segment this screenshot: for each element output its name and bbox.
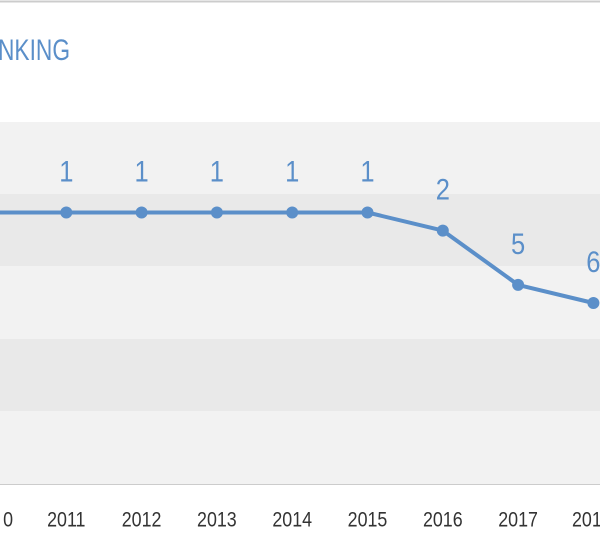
value-label: 1 [135, 154, 149, 187]
point [361, 206, 374, 219]
chart-title: NKING [0, 34, 70, 67]
value-label: 2 [436, 173, 450, 206]
point [60, 206, 73, 219]
value-label: 1 [285, 154, 299, 187]
value-label: 1 [360, 154, 374, 187]
x-tick-label: 2013 [197, 508, 237, 532]
x-tick-label: 2016 [423, 508, 463, 532]
x-tick-label: 0 [3, 508, 13, 532]
point [210, 206, 223, 219]
band [0, 194, 600, 266]
point [436, 224, 449, 237]
band [0, 266, 600, 339]
point [512, 278, 525, 291]
x-tick-label: 2017 [498, 508, 538, 532]
band [0, 411, 600, 484]
value-label: 1 [59, 154, 73, 187]
point [286, 206, 299, 219]
point [587, 297, 600, 309]
band [0, 339, 600, 411]
value-label: 6 [586, 245, 600, 278]
x-tick-label: 2015 [348, 508, 388, 532]
x-tick-label: 201 [572, 508, 600, 532]
x-tick-label: 2012 [122, 508, 162, 532]
value-label: 5 [511, 227, 525, 260]
point [135, 206, 148, 219]
x-tick-label: 2011 [47, 508, 85, 532]
value-label: 1 [210, 154, 224, 187]
band [0, 122, 600, 194]
x-tick-label: 2014 [272, 508, 312, 532]
